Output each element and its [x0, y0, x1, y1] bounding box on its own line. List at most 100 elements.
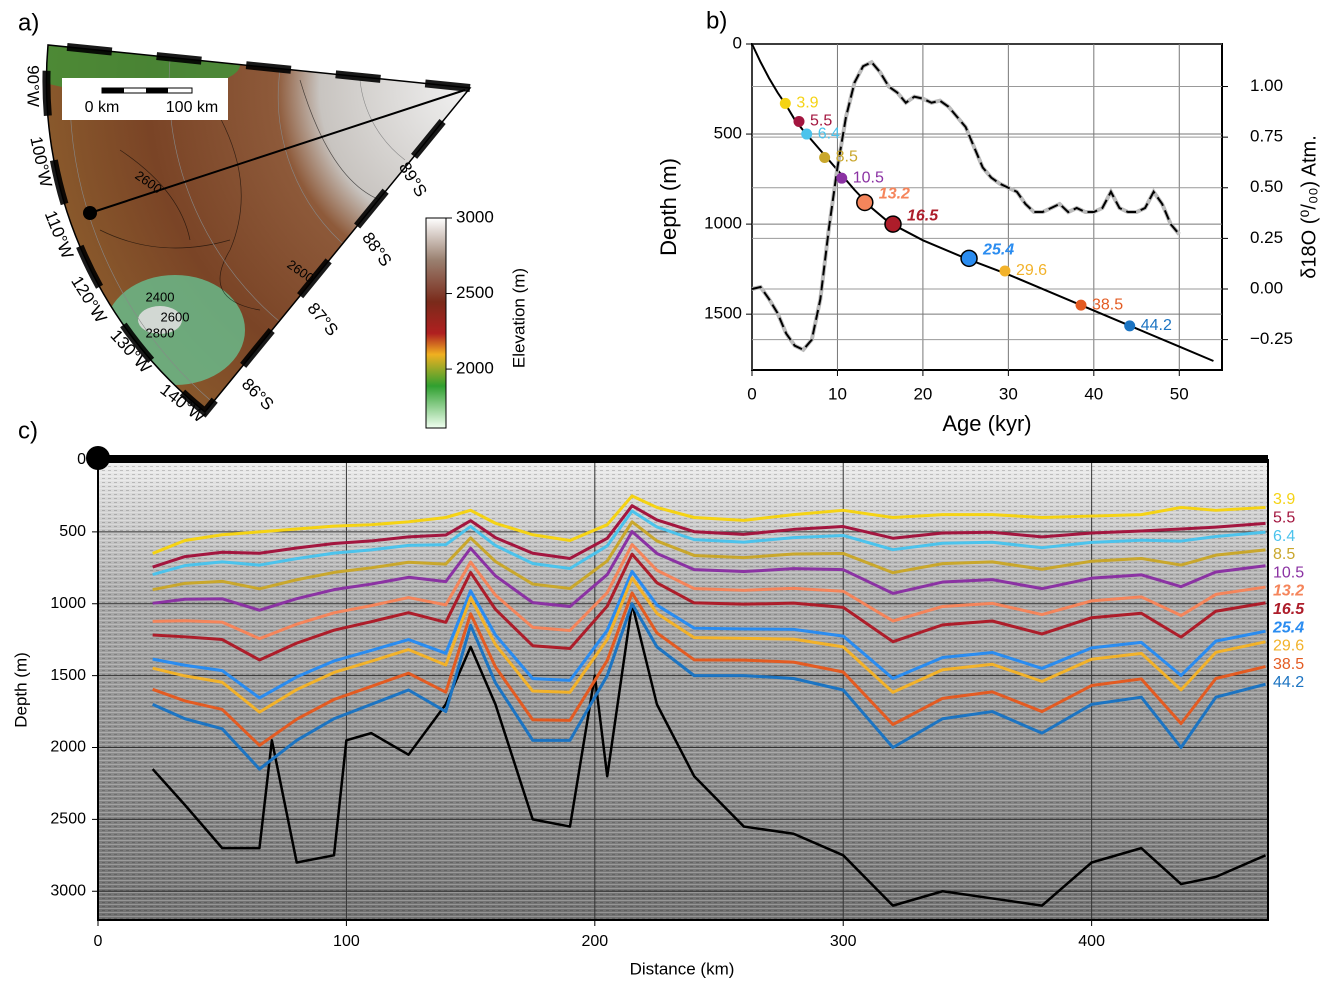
- colorbar-tick-label: 2500: [456, 283, 494, 302]
- colorbar-tick-label: 3000: [456, 207, 494, 226]
- layer-line: [152, 569, 1266, 700]
- age-marker: [960, 249, 978, 268]
- scale-label: 0 km: [85, 99, 120, 116]
- panel-label: b): [706, 7, 727, 34]
- age-label: 38.5: [1092, 296, 1123, 313]
- y-tick-label: 2000: [50, 739, 86, 756]
- age-marker: [884, 215, 902, 233]
- x-tick-label: 50: [1170, 384, 1189, 403]
- age-label: 10.5: [853, 169, 884, 186]
- age-marker: [779, 97, 791, 109]
- profile-start: [83, 206, 97, 220]
- layer-label: 29.6: [1273, 638, 1304, 655]
- y-tick-label: 500: [59, 523, 86, 540]
- x-tick-label: 200: [581, 933, 608, 950]
- scale-bar-box: [62, 78, 228, 120]
- y-tick-label: 3000: [50, 882, 86, 899]
- scale-bar: [102, 88, 124, 93]
- y2-tick-label: 0.50: [1250, 177, 1283, 196]
- map-frame-ticks: [42, 40, 478, 418]
- age-marker: [1075, 299, 1087, 311]
- series-line: [751, 43, 1214, 362]
- age-label: 16.5: [907, 207, 939, 224]
- colorbar-label: Elevation (m): [509, 268, 528, 368]
- age-label: 13.2: [879, 186, 910, 203]
- contour-label: 2400: [146, 289, 175, 304]
- contour: [99, 79, 381, 311]
- profile-bar: [98, 455, 1268, 463]
- layer-label: 5.5: [1273, 510, 1295, 527]
- scale-bar: [146, 88, 168, 93]
- bed-line: [151, 602, 1267, 907]
- y-tick-label: 0: [733, 33, 742, 52]
- x-tick-label: 0: [747, 384, 756, 403]
- age-marker: [1124, 320, 1136, 332]
- layer-line: [152, 520, 1266, 592]
- layer-label: 6.4: [1273, 528, 1295, 545]
- series-line: [751, 60, 1181, 351]
- layer-label: 25.4: [1272, 619, 1304, 636]
- layer-line: [152, 494, 1266, 555]
- layer-label: 44.2: [1273, 674, 1304, 691]
- layer-label: 8.5: [1273, 546, 1295, 563]
- y-tick-label: 1000: [704, 214, 742, 233]
- colorbar: [425, 217, 447, 429]
- layer-line: [152, 552, 1266, 662]
- y-tick-label: 2500: [50, 811, 86, 828]
- contour-label: 2600: [161, 309, 190, 324]
- profile-start: [86, 446, 110, 470]
- age-label: 3.9: [796, 95, 818, 112]
- age-marker: [856, 193, 874, 212]
- layer-line: [152, 576, 1266, 714]
- age-marker: [793, 115, 805, 127]
- y2-tick-label: 0.00: [1250, 278, 1283, 297]
- y-tick-label: 0: [77, 451, 86, 468]
- y-tick-label: 1500: [50, 667, 86, 684]
- x-tick-label: 300: [830, 933, 857, 950]
- layer-line: [152, 543, 1266, 641]
- layer-label: 38.5: [1273, 656, 1304, 673]
- layer-label: 13.2: [1273, 583, 1304, 600]
- scale-label: 100 km: [166, 99, 218, 116]
- y2-tick-label: −0.25: [1250, 329, 1293, 348]
- latitude-label: 88°S: [358, 229, 395, 270]
- layer-line: [152, 602, 1266, 771]
- y2-tick-label: 0.25: [1250, 228, 1283, 247]
- y-tick-label: 1500: [704, 304, 742, 323]
- layer-label: 10.5: [1273, 564, 1304, 581]
- age-label: 8.5: [836, 149, 858, 166]
- y-axis-label: Depth (m): [656, 158, 681, 256]
- high-region: [138, 306, 182, 334]
- age-marker: [999, 265, 1011, 277]
- x-tick-label: 10: [828, 384, 847, 403]
- longitude-label: 90°W: [24, 65, 43, 107]
- age-marker: [819, 151, 831, 163]
- layer-line: [152, 530, 1266, 612]
- layer-label: 3.9: [1273, 491, 1295, 508]
- age-marker: [801, 128, 813, 140]
- age-marker: [836, 172, 848, 184]
- y-tick-label: 1000: [50, 595, 86, 612]
- y2-axis-label: δ18O (⁰/₀₀) Atm.: [1298, 135, 1320, 279]
- panel-label: c): [18, 417, 38, 444]
- x-tick-label: 100: [333, 933, 360, 950]
- x-tick-label: 400: [1078, 933, 1105, 950]
- layer-line: [152, 504, 1266, 569]
- latitude-label: 87°S: [304, 299, 342, 340]
- latitude-label: 89°S: [395, 159, 431, 200]
- colorbar-tick-label: 2000: [456, 359, 494, 378]
- y2-tick-label: 1.00: [1250, 76, 1283, 95]
- x-tick-label: 20: [913, 384, 932, 403]
- x-tick-label: 0: [94, 933, 103, 950]
- y2-tick-label: 0.75: [1250, 127, 1283, 146]
- age-label: 5.5: [810, 113, 832, 130]
- age-label: 6.4: [818, 125, 840, 142]
- x-axis-label: Distance (km): [630, 959, 735, 978]
- layer-label: 16.5: [1273, 601, 1305, 618]
- latitude-label: 86°S: [238, 374, 278, 414]
- panel-label: a): [18, 9, 39, 36]
- contour-label: 2800: [146, 325, 175, 340]
- age-label: 25.4: [982, 242, 1014, 259]
- y-axis-label: Depth (m): [11, 652, 30, 728]
